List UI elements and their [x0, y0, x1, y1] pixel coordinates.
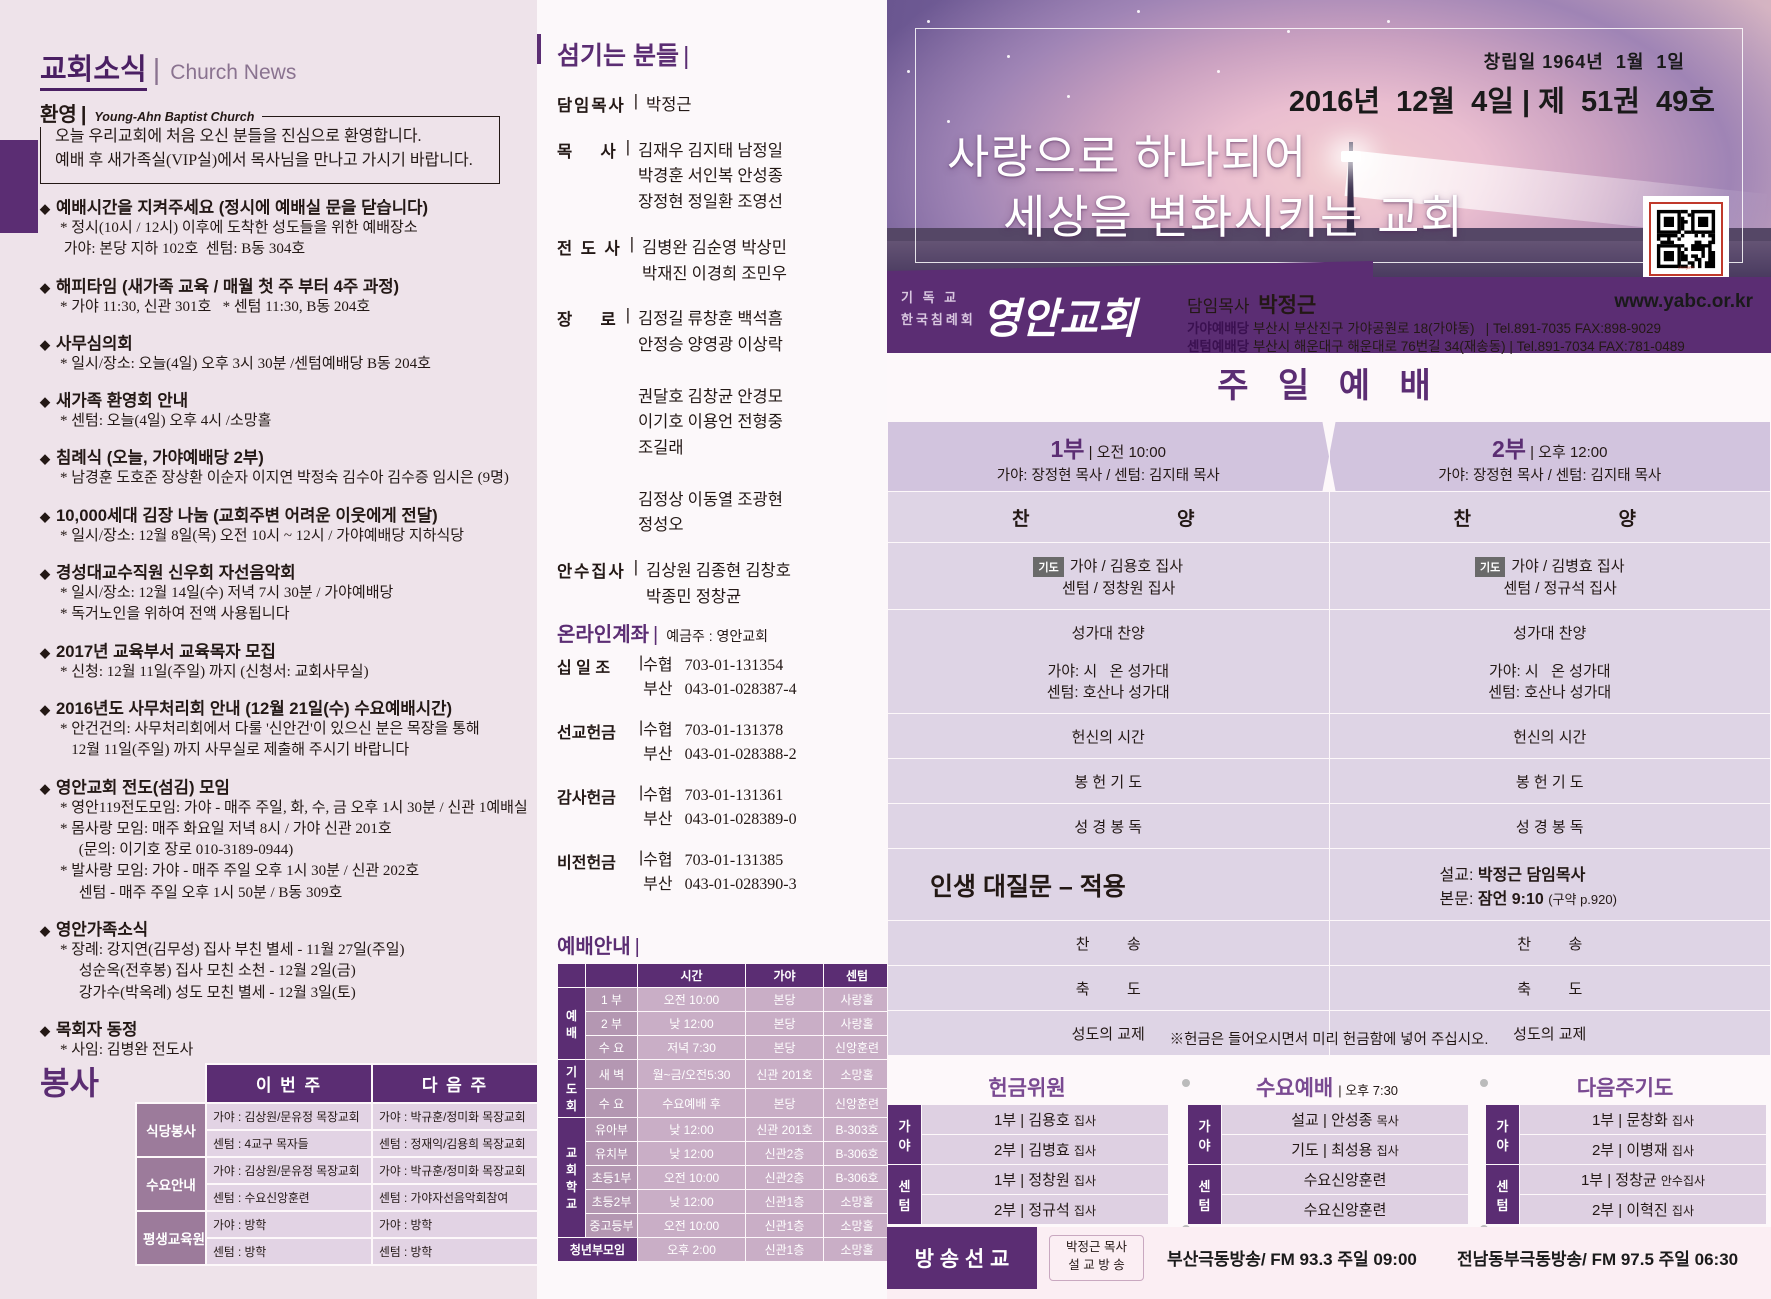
svg-text:youngahn: youngahn: [1677, 266, 1693, 270]
